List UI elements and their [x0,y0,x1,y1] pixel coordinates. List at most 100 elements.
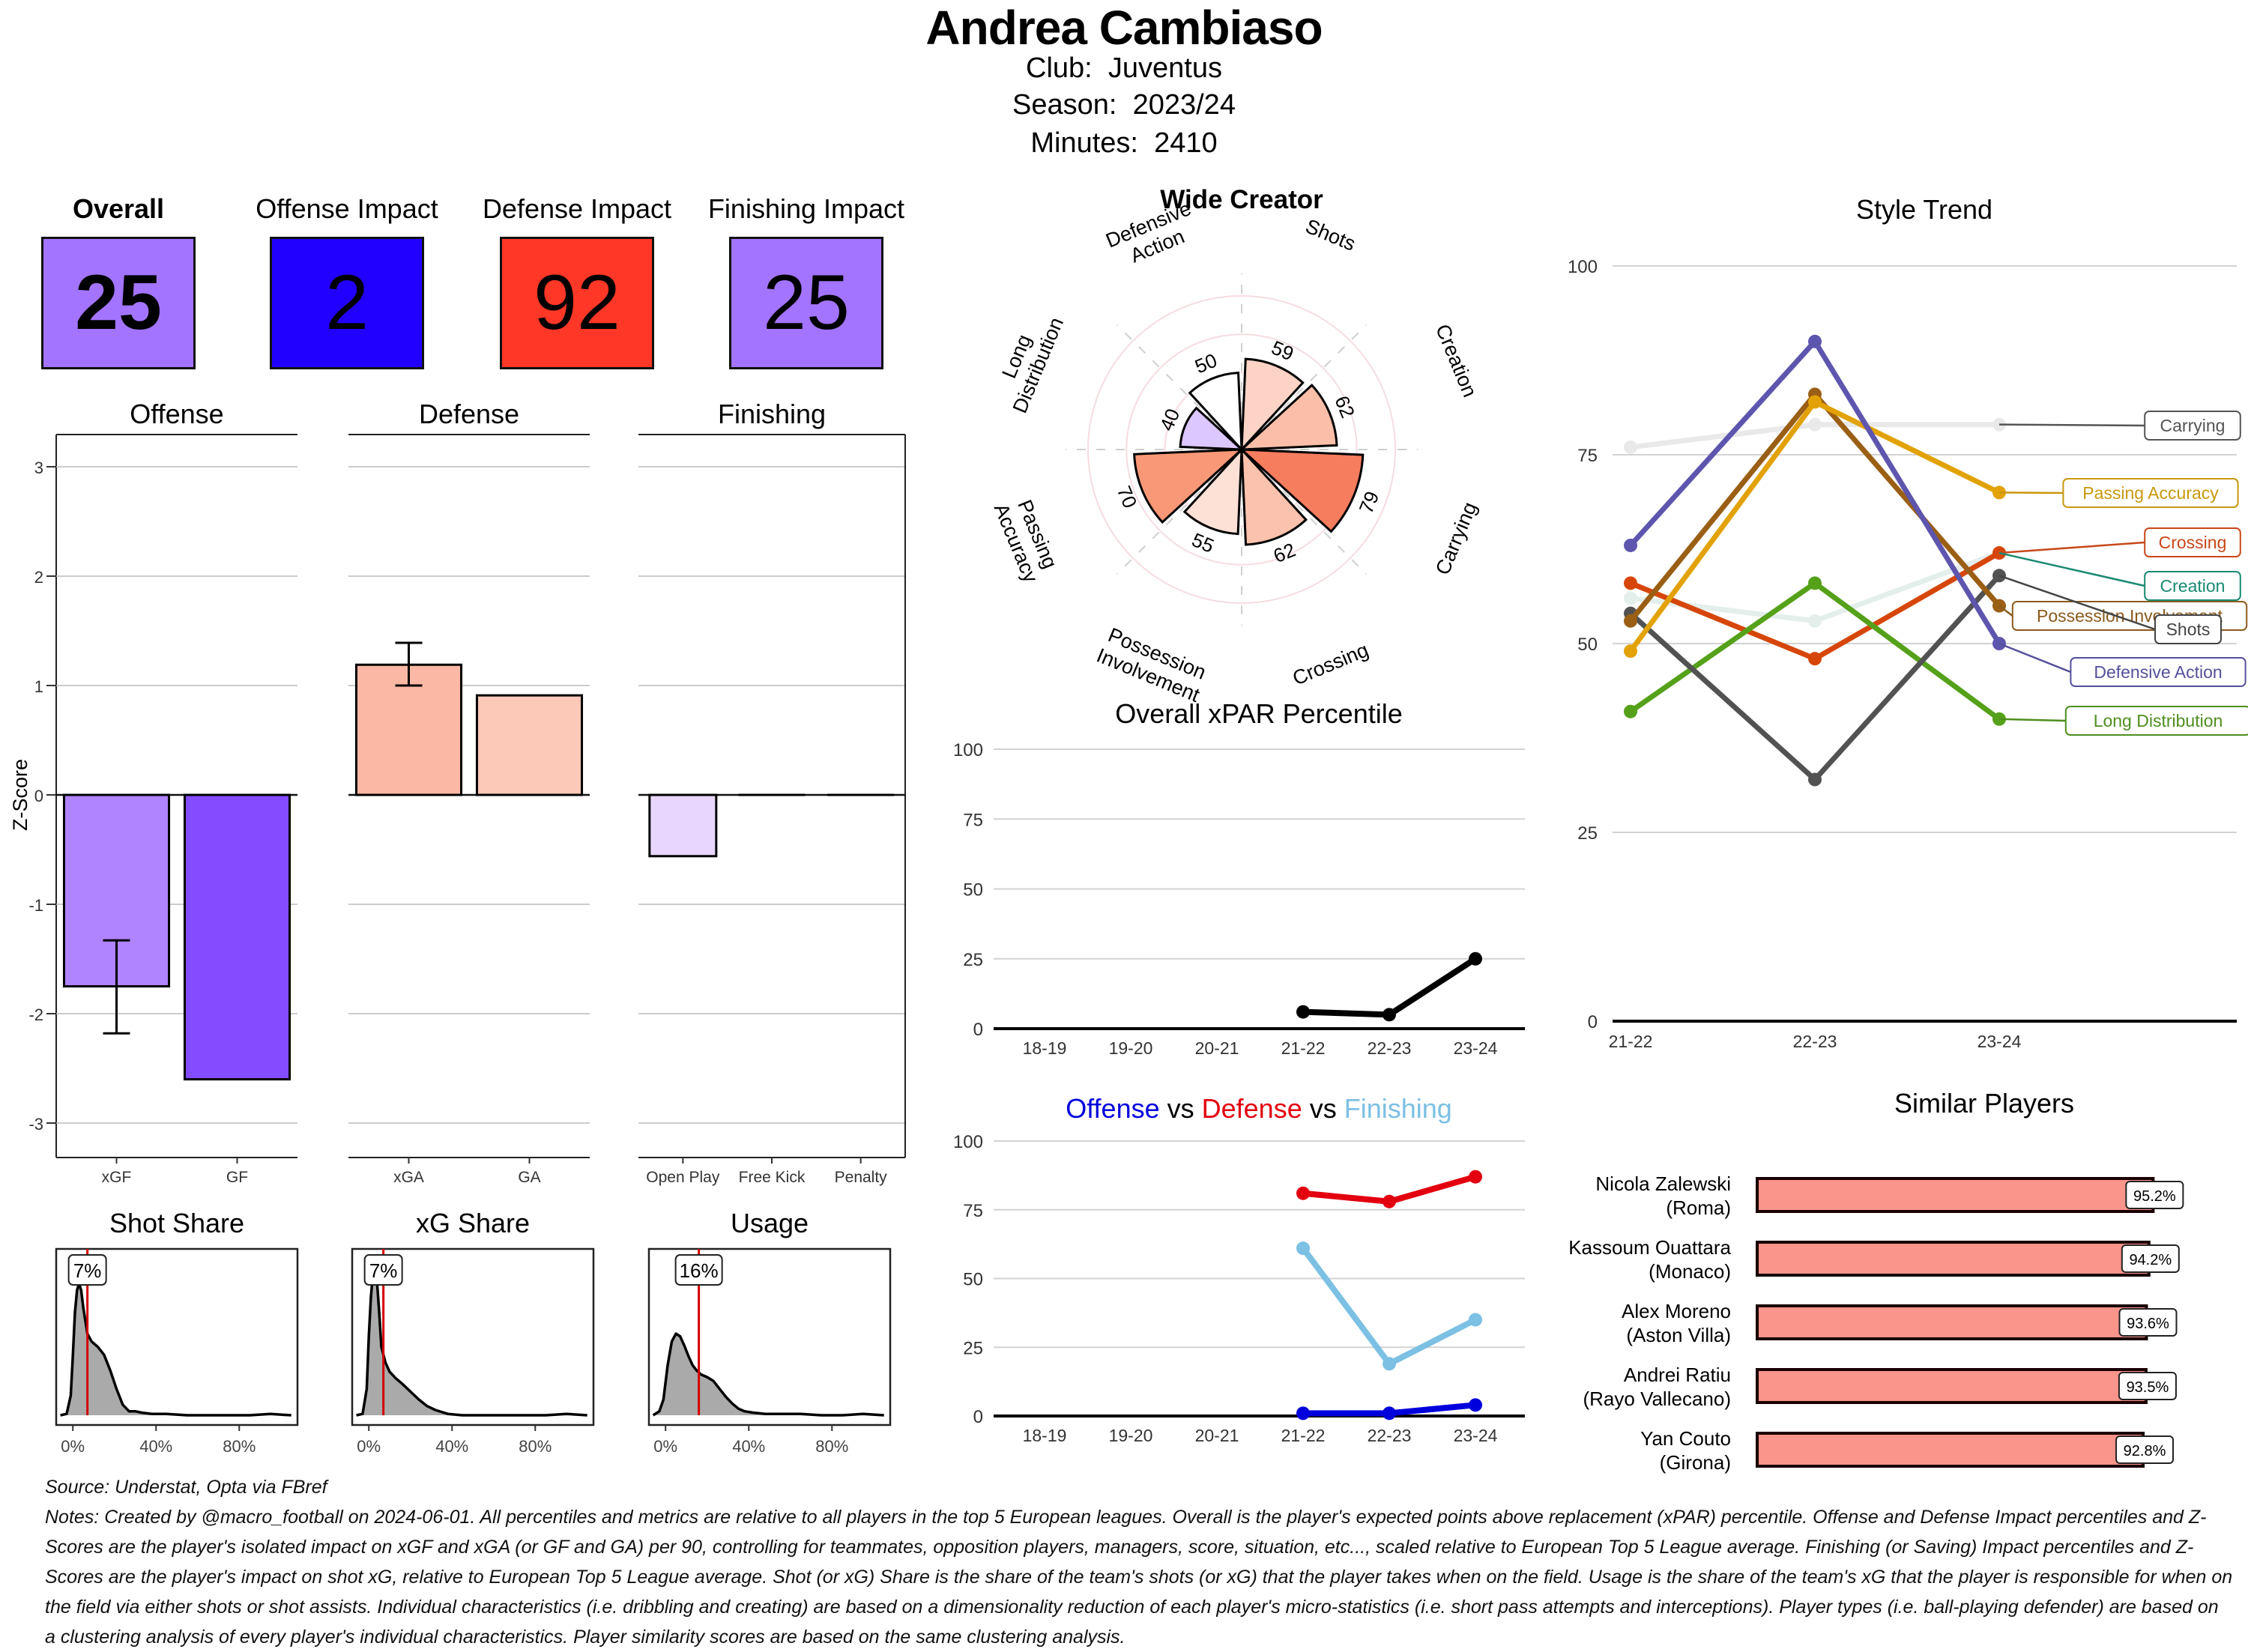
data-point [1469,1170,1482,1184]
y-tick-label: 3 [34,459,43,477]
similarity-label-box [2118,1308,2178,1337]
series-finishing [1296,1241,1482,1371]
data-point [1624,614,1637,628]
radar-value-label: 50 [1191,349,1220,378]
kpi-box-offense-impact: 2 [270,237,424,369]
label-box [2154,614,2222,644]
similar-player-row: Alex Moreno(Aston Villa) 93.6% [1622,1300,2178,1346]
xpar-title: Overall xPAR Percentile [1115,698,1402,729]
similar-player-club: (Rayo Vallecano) [1583,1388,1731,1410]
data-point [1383,1357,1396,1371]
y-tick-label: 75 [1577,446,1598,466]
similarity-label-box [2118,1372,2177,1400]
series-xpar [1296,951,1482,1022]
radar-category-label: Crossing [1290,638,1372,689]
y-tick-label: 50 [963,1270,983,1290]
series-defense [1296,1170,1482,1208]
density-curve [60,1282,291,1417]
y-tick-label: 25 [1577,823,1598,844]
panel-title: Defense [419,399,519,429]
x-tick-label: 21-22 [1281,1426,1326,1445]
radar-category-text: LongDistribution [987,305,1068,416]
y-tick-label: 100 [1568,257,1598,277]
y-tick-label: 0 [973,1407,983,1427]
x-tick-label: 20-21 [1195,1038,1239,1058]
y-tick-label: 25 [963,950,983,970]
series-label: Carrying [2160,416,2226,435]
similarity-bar [1756,1241,2151,1277]
panel-title: Finishing [718,399,826,429]
series-line [1628,339,2001,645]
radar-category-text: Carrying [1431,499,1481,578]
radar-category-label: Carrying [1431,499,1481,578]
data-point [1624,440,1637,454]
data-point [1808,334,1822,348]
y-tick-label: 0 [34,787,43,805]
radar-category-text: Crossing [1290,638,1372,689]
label-box [2144,527,2241,557]
series-label: Shots [2166,620,2211,639]
radar-wedge-long-distribution [1179,406,1245,451]
x-tick-label: GF [226,1169,248,1186]
player-value-label: 16% [680,1259,719,1282]
similar-player-club: (Monaco) [1649,1260,1731,1283]
x-tick-label: 20-21 [1195,1426,1239,1445]
kpi-label-overall: Overall [72,193,165,224]
bar-gf [183,793,291,1081]
data-point [1808,417,1822,432]
zscore-panel-defense: Defense xGA GA [348,399,590,1186]
y-tick-label: 25 [963,1338,983,1358]
x-tick-label: 40% [732,1437,765,1456]
y-tick-label: 0 [973,1020,983,1040]
data-point [1469,1313,1482,1327]
methodology-notes: Notes: Created by @macro_football on 202… [45,1507,2233,1648]
panel-title: Usage [731,1208,809,1238]
y-tick-label: 75 [963,810,983,830]
radar-wedge-defensive-action [1188,372,1243,453]
similar-player-row: Nicola Zalewski(Roma) 95.2% [1595,1173,2184,1219]
similarity-label: 95.2% [2133,1188,2176,1205]
radar-ring [1087,295,1396,604]
zscore-bar-charts: Z-Score -3 -2 -1 0 1 2 3 Offense xGF GF Defense xGA G… [9,399,906,1186]
similarity-bar [1756,1304,2148,1340]
data-point [1808,576,1822,590]
radar-wedge-possession-involvement [1182,446,1243,536]
series-label: Creation [2160,576,2226,596]
radar-wedge-crossing [1240,446,1308,546]
kpi-box-overall: 25 [41,237,196,369]
radar-value-label: 62 [1270,538,1299,567]
style-label-shots: Shots [1998,575,2222,644]
similarity-label-box [2121,1244,2180,1273]
similarity-label-box [2125,1181,2184,1209]
radar-value-label: 40 [1155,405,1185,434]
xpar-line-chart: Overall xPAR Percentile 0 25 50 75 100 18-19 19… [953,698,1525,1058]
series-offense [1296,1398,1482,1420]
density-panel-xg-share: xG Share 7% 0% 40% 80% [351,1208,595,1456]
player-value-label: 7% [73,1259,102,1282]
density-curve [652,1332,884,1417]
label-leader-line [1998,541,2145,554]
wide-creator-radar: Wide Creator 59 Shots 62 Creation 79 Carrying 6… [987,185,1481,707]
density-area [653,1334,884,1415]
radar-ring [1202,410,1281,489]
x-tick-label: Free Kick [739,1169,806,1186]
similar-player-club: (Girona) [1660,1451,1731,1474]
radar-category-text: Shots [1302,215,1359,255]
x-tick-label: 40% [435,1437,468,1456]
y-tick-label: 100 [953,740,983,760]
similarity-label: 93.5% [2127,1379,2169,1396]
similar-players-title: Similar Players [1894,1088,2074,1119]
label-leader-line [1998,423,2145,427]
label-leader-line [1998,718,2066,722]
similar-player-name: Andrei Ratiu [1624,1364,1731,1386]
ovd-title-part: vs [1310,1093,1344,1124]
x-tick-label: 19-20 [1109,1038,1153,1058]
ovd-title-part: Defense [1202,1093,1310,1124]
data-point [1296,1241,1310,1256]
panel-title: Offense [130,399,223,429]
similar-player-club: (Roma) [1666,1196,1731,1219]
similar-player-name: Alex Moreno [1622,1300,1731,1322]
minutes-label: Minutes: [1030,127,1138,159]
similar-player-row: Yan Couto(Girona) 92.8% [1640,1427,2175,1474]
zscore-panel-offense: Offense xGF GF [56,399,297,1186]
